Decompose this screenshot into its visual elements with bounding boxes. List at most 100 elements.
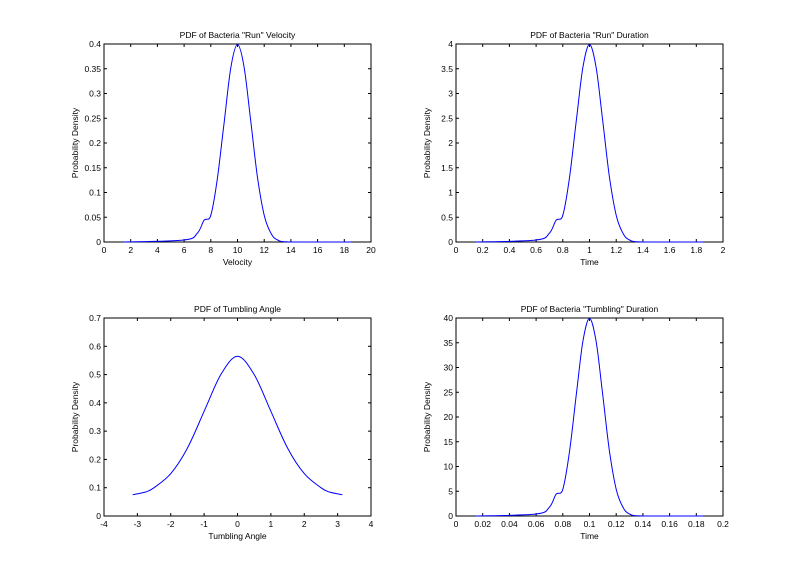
x-tick-label: 0.02: [474, 519, 491, 529]
axes-box: [103, 317, 372, 517]
y-tick-label: 35: [444, 338, 454, 348]
subplot-1: 0 2 4 6 8 10 12 14 16 18 20 0 0.05 0.1 0.15 0.2 0.25 0.3 0…: [70, 30, 376, 267]
x-axis-label: Velocity: [223, 257, 253, 267]
x-tick-label: 0.06: [528, 519, 545, 529]
y-tick-label: 25: [444, 387, 454, 397]
y-tick-label: 20: [444, 412, 454, 422]
y-axis-label: Probability Density: [422, 381, 432, 452]
y-tick-label: 0: [96, 237, 101, 247]
y-tick-label: 40: [444, 313, 454, 323]
pdf-curve: [123, 43, 351, 243]
y-tick-label: 4: [448, 39, 453, 49]
x-tick-label: 2: [721, 245, 726, 255]
y-tick-label: 0.15: [84, 163, 101, 173]
x-tick-label: 10: [233, 245, 243, 255]
y-tick-label: 1.5: [441, 163, 453, 173]
x-axis-label: Tumbling Angle: [208, 531, 267, 541]
x-tick-label: 2: [128, 245, 133, 255]
y-axis-label: Probability Density: [70, 107, 80, 178]
plot-title: PDF of Tumbling Angle: [194, 304, 281, 314]
x-tick-label: 0.1: [584, 519, 596, 529]
plot-title: PDF of Bacteria "Run" Duration: [530, 30, 649, 40]
x-tick-label: 3: [335, 519, 340, 529]
y-tick-label: 0.4: [89, 398, 101, 408]
x-axis-label: Time: [580, 531, 599, 541]
x-tick-label: -2: [167, 519, 175, 529]
y-tick-label: 0.35: [84, 64, 101, 74]
y-tick-label: 0: [448, 237, 453, 247]
axes-box: [455, 317, 724, 517]
pdf-curve: [475, 317, 703, 517]
y-tick-label: 15: [444, 437, 454, 447]
x-tick-label: 0.6: [530, 245, 542, 255]
x-tick-label: 2: [302, 519, 307, 529]
x-tick-label: 4: [369, 519, 374, 529]
y-tick-label: 0.6: [89, 341, 101, 351]
y-tick-label: 0.05: [84, 212, 101, 222]
pdf-curve: [475, 43, 703, 243]
axes-box: [455, 43, 724, 243]
x-tick-label: 1.2: [610, 245, 622, 255]
y-tick-label: 0.5: [89, 370, 101, 380]
axes-box: [103, 43, 372, 243]
y-tick-label: 0.7: [89, 313, 101, 323]
x-tick-label: 0.2: [717, 519, 729, 529]
y-tick-label: 0: [448, 511, 453, 521]
x-tick-label: 0.08: [555, 519, 572, 529]
x-tick-label: -1: [200, 519, 208, 529]
subplot-4: 0 0.02 0.04 0.06 0.08 0.1 0.12 0.14 0.16 0.18 0.2 0…: [422, 304, 729, 541]
x-tick-label: 20: [366, 245, 376, 255]
y-tick-label: 0: [96, 511, 101, 521]
x-tick-label: 6: [182, 245, 187, 255]
x-axis-label: Time: [580, 257, 599, 267]
y-tick-label: 10: [444, 462, 454, 472]
y-tick-label: 1: [448, 188, 453, 198]
y-tick-label: 3.5: [441, 64, 453, 74]
x-tick-label: 1.8: [690, 245, 702, 255]
y-tick-label: 0.3: [89, 89, 101, 99]
y-tick-label: 2: [448, 138, 453, 148]
plot-title: PDF of Bacteria "Run" Velocity: [180, 30, 296, 40]
x-tick-label: 16: [313, 245, 323, 255]
x-tick-label: 0.14: [635, 519, 652, 529]
x-tick-label: 0.2: [477, 245, 489, 255]
y-tick-label: 5: [448, 486, 453, 496]
y-tick-label: 0.5: [441, 212, 453, 222]
x-tick-label: 0.4: [503, 245, 515, 255]
x-tick-label: 18: [340, 245, 350, 255]
y-tick-label: 0.1: [89, 188, 101, 198]
x-tick-label: 4: [155, 245, 160, 255]
x-tick-label: 0.8: [557, 245, 569, 255]
x-tick-label: 14: [286, 245, 296, 255]
x-tick-label: 1.6: [664, 245, 676, 255]
x-tick-label: 0: [454, 519, 459, 529]
x-tick-label: 0.04: [501, 519, 518, 529]
x-tick-label: 12: [259, 245, 269, 255]
subplot-3: -4 -3 -2 -1 0 1 2 3 4 0 0.1 0.2 0.3 0.4 0.5 0.6 0.7 PDF o…: [70, 304, 374, 541]
x-tick-label: 8: [208, 245, 213, 255]
x-tick-label: 0: [235, 519, 240, 529]
x-tick-label: -3: [134, 519, 142, 529]
x-tick-label: 1: [269, 519, 274, 529]
pdf-curve: [132, 355, 343, 496]
y-tick-label: 3: [448, 89, 453, 99]
y-tick-label: 0.2: [89, 454, 101, 464]
y-axis-label: Probability Density: [422, 107, 432, 178]
y-axis-label: Probability Density: [70, 381, 80, 452]
y-tick-label: 30: [444, 363, 454, 373]
x-tick-label: 1.4: [637, 245, 649, 255]
y-tick-label: 0.2: [89, 138, 101, 148]
x-tick-label: 1: [587, 245, 592, 255]
subplot-2: 0 0.2 0.4 0.6 0.8 1 1.2 1.4 1.6 1.8 2 0 0.5 1 1.5 2 2.5 3…: [422, 30, 726, 267]
x-tick-label: 0.18: [688, 519, 705, 529]
x-tick-label: 0: [454, 245, 459, 255]
y-tick-label: 0.4: [89, 39, 101, 49]
x-tick-label: 0.12: [608, 519, 625, 529]
x-tick-label: -4: [100, 519, 108, 529]
y-tick-label: 0.1: [89, 483, 101, 493]
x-tick-label: 0: [102, 245, 107, 255]
plot-title: PDF of Bacteria "Tumbling" Duration: [521, 304, 659, 314]
y-tick-label: 0.3: [89, 426, 101, 436]
